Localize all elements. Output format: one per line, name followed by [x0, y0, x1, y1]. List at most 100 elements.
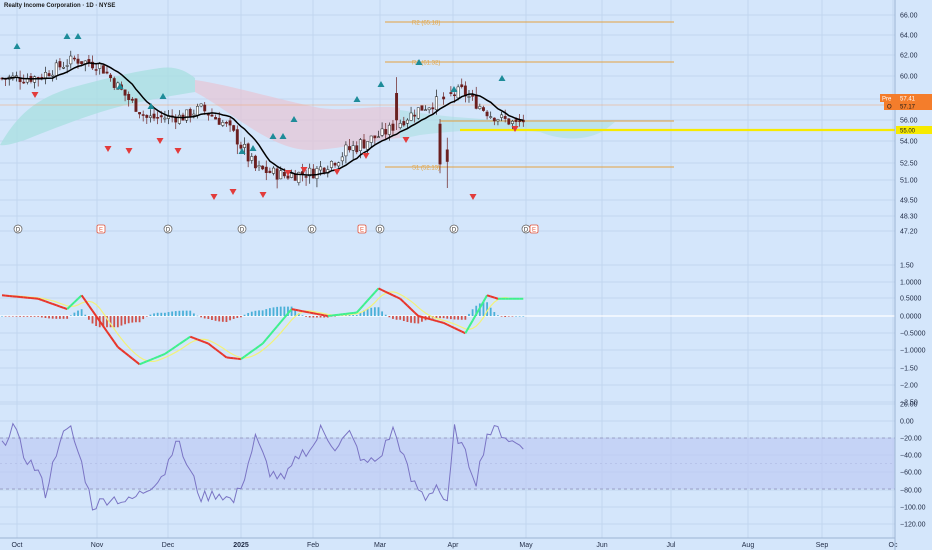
- osc-tick-label: −120.00: [900, 522, 926, 529]
- candle-body: [362, 139, 366, 149]
- macd-histogram-bar: [297, 313, 300, 316]
- macd-histogram-bar: [232, 316, 235, 319]
- macd-histogram-bar: [80, 309, 83, 316]
- macd-line: [374, 287, 380, 294]
- sell-signal-arrow: [284, 170, 292, 176]
- macd-histogram-bar: [225, 316, 228, 322]
- macd-line: [363, 299, 369, 306]
- candle-body: [232, 125, 236, 131]
- candle-body: [138, 112, 142, 115]
- buy-signal-arrow: [116, 83, 124, 89]
- candle-body: [275, 168, 279, 180]
- cloud-area-green: [0, 67, 195, 146]
- candle-body: [471, 95, 475, 97]
- macd-line: [421, 316, 426, 319]
- candle-body: [351, 145, 355, 151]
- macd-histogram-bar: [15, 316, 18, 317]
- buy-signal-arrow: [450, 86, 458, 92]
- macd-line: [269, 330, 275, 336]
- macd-line: [276, 321, 282, 327]
- buy-signal-arrow: [147, 103, 155, 109]
- buy-signal-arrow: [63, 33, 71, 39]
- macd-line: [182, 338, 188, 343]
- macd-histogram-bar: [464, 316, 467, 320]
- candle-body: [235, 129, 239, 145]
- macd-line: [388, 292, 394, 297]
- macd-histogram-bar: [522, 316, 525, 317]
- candle-body: [398, 123, 402, 128]
- candle-body: [290, 173, 294, 178]
- macd-line: [160, 353, 166, 357]
- candle-body: [105, 71, 109, 74]
- candle-body: [485, 111, 489, 117]
- candle-body: [69, 55, 73, 65]
- macd-histogram-bar: [417, 316, 420, 324]
- macd-histogram-bar: [254, 310, 257, 316]
- macd-histogram-bar: [26, 316, 29, 317]
- macd-histogram-bar: [377, 307, 380, 316]
- support-price-tag: 55.00: [900, 129, 916, 135]
- x-tick-label: Oct: [12, 542, 23, 549]
- price-tick-label: 60.00: [900, 74, 918, 81]
- candle-body: [177, 114, 181, 124]
- macd-histogram-bar: [33, 316, 36, 317]
- macd-line: [88, 305, 94, 312]
- candle-body: [304, 176, 308, 178]
- macd-histogram-bar: [138, 316, 141, 323]
- macd-histogram-bar: [457, 316, 460, 320]
- candle-body: [311, 168, 315, 179]
- pivot-label: R1 (61.32): [412, 61, 440, 67]
- macd-histogram-bar: [334, 316, 336, 317]
- macd-line: [320, 313, 325, 317]
- candle-body: [492, 117, 496, 122]
- macd-histogram-bar: [218, 316, 221, 322]
- x-tick-label: Mar: [374, 542, 387, 549]
- macd-line: [131, 357, 137, 363]
- x-tick-label: Feb: [307, 542, 319, 549]
- osc-tick-label: −60.00: [900, 470, 922, 477]
- macd-histogram-bar: [40, 316, 43, 318]
- macd-line: [150, 357, 155, 361]
- macd-histogram-bar: [192, 313, 195, 316]
- macd-line: [73, 298, 79, 303]
- macd-histogram-bar: [200, 316, 202, 318]
- macd-histogram-bar: [337, 315, 340, 317]
- candle-body: [22, 81, 26, 84]
- macd-line: [193, 337, 198, 341]
- event-marker-bg: [529, 224, 539, 234]
- macd-line: [84, 299, 90, 307]
- candle-body: [478, 106, 482, 109]
- macd-line: [95, 315, 101, 322]
- macd-histogram-bar: [95, 316, 98, 326]
- macd-histogram-bar: [319, 316, 322, 318]
- x-tick-label: Dec: [162, 542, 175, 549]
- candle-body: [474, 94, 478, 109]
- price-tick-label: 64.00: [900, 33, 918, 40]
- candle-body: [427, 107, 431, 111]
- candle-body: [253, 155, 257, 169]
- macd-line: [457, 328, 463, 333]
- event-marker-bg: [357, 224, 367, 234]
- candle-body: [54, 62, 58, 77]
- macd-line: [428, 317, 434, 321]
- macd-line: [52, 302, 57, 307]
- candle-body: [373, 135, 377, 139]
- pivot-label: R2 (65.18): [412, 21, 440, 27]
- candle-body: [355, 145, 359, 153]
- macd-histogram-bar: [258, 310, 260, 316]
- candle-body: [185, 109, 189, 121]
- candle-body: [228, 120, 232, 126]
- candle-body: [489, 116, 493, 118]
- pre-price-tag: 57.41: [900, 97, 916, 103]
- osc-tick-label: −80.00: [900, 488, 922, 495]
- macd-histogram-bar: [507, 316, 510, 317]
- macd-line: [482, 294, 488, 303]
- macd-histogram-bar: [381, 311, 383, 316]
- macd-line: [359, 303, 365, 310]
- price-pane: R2 (65.18) R1 (61.32) S1 (52.13): [0, 21, 895, 200]
- macd-line: [486, 294, 492, 298]
- macd-line: [298, 309, 303, 313]
- candle-body: [387, 124, 391, 135]
- macd-histogram-bar: [279, 306, 282, 316]
